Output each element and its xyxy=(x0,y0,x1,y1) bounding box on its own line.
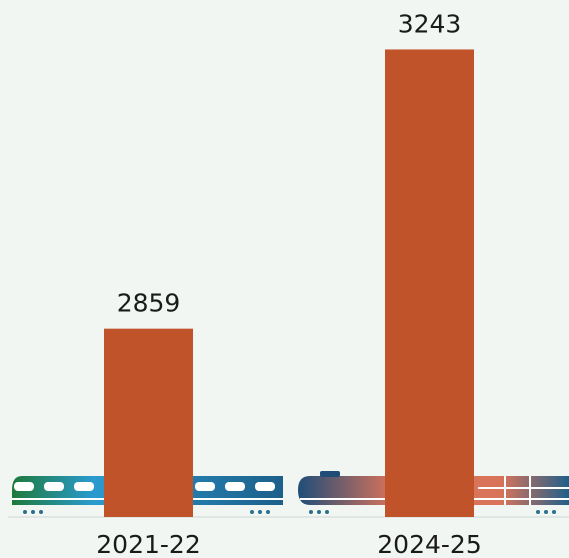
bar xyxy=(104,328,193,517)
x-tick-label: 2024-25 xyxy=(377,530,481,558)
data-label: 3243 xyxy=(398,9,462,38)
x-tick-label: 2021-22 xyxy=(96,530,200,558)
data-label: 2859 xyxy=(117,289,181,318)
bar xyxy=(385,49,474,517)
